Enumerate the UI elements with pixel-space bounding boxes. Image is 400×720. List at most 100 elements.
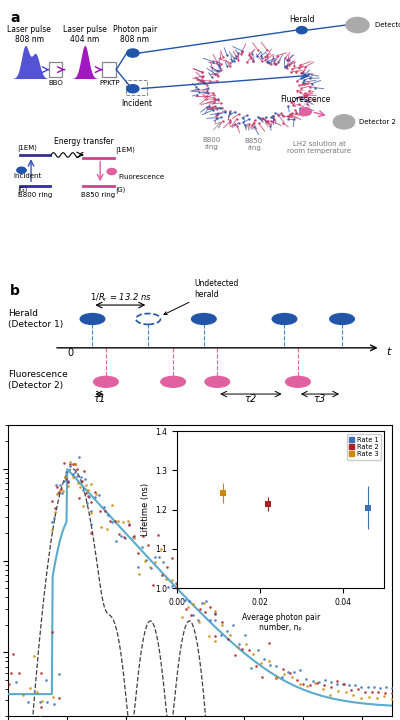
Point <box>134 561 141 572</box>
Point <box>312 677 318 688</box>
Point <box>202 606 208 618</box>
Text: $\tau$3: $\tau$3 <box>313 392 327 404</box>
Point <box>49 495 56 506</box>
Text: $1/R_\mathrm{r}$ = 13.2 ns: $1/R_\mathrm{r}$ = 13.2 ns <box>90 292 151 305</box>
Circle shape <box>127 85 139 93</box>
Point <box>246 644 252 655</box>
Point <box>316 676 322 688</box>
Point <box>71 467 78 478</box>
Point <box>358 692 364 703</box>
Point <box>140 530 146 541</box>
Point <box>42 675 49 686</box>
Point <box>341 678 348 690</box>
Point <box>96 490 102 501</box>
Point <box>273 660 279 672</box>
Point <box>160 557 167 568</box>
Point <box>85 484 91 495</box>
Point <box>173 577 180 588</box>
Point <box>230 619 236 631</box>
Point <box>100 501 107 513</box>
Point <box>207 600 213 612</box>
Text: B800 ring: B800 ring <box>18 192 52 198</box>
Point <box>102 505 108 517</box>
Point <box>104 523 110 535</box>
Point <box>297 664 304 675</box>
Point <box>382 687 388 698</box>
Point <box>207 615 214 626</box>
Point <box>218 629 224 641</box>
Point <box>178 562 184 574</box>
Point <box>67 456 74 467</box>
Point <box>212 608 218 620</box>
Point <box>346 679 352 690</box>
Point <box>97 505 104 516</box>
Point <box>52 507 58 518</box>
Point <box>286 667 293 678</box>
Circle shape <box>127 49 139 57</box>
Point <box>88 528 94 539</box>
Point <box>232 649 238 660</box>
Point <box>190 610 196 621</box>
Point <box>75 477 81 488</box>
Point <box>58 483 64 495</box>
Point <box>51 513 58 524</box>
Point <box>389 693 395 705</box>
Circle shape <box>107 168 116 174</box>
Text: |1EM⟩: |1EM⟩ <box>18 145 38 152</box>
Point <box>31 650 37 662</box>
Point <box>147 561 153 572</box>
Point <box>88 518 94 530</box>
Point <box>212 608 218 619</box>
Point <box>60 457 67 469</box>
Point <box>80 500 86 512</box>
Point <box>70 458 76 469</box>
Point <box>82 479 89 490</box>
Point <box>83 487 89 499</box>
FancyBboxPatch shape <box>50 62 62 77</box>
Point <box>389 682 395 693</box>
Point <box>63 473 69 485</box>
Point <box>174 581 180 593</box>
Point <box>281 668 287 680</box>
Point <box>381 690 388 701</box>
Text: |G⟩: |G⟩ <box>18 186 28 194</box>
Point <box>266 659 273 670</box>
Circle shape <box>330 313 354 325</box>
Point <box>321 679 327 690</box>
Point <box>72 458 78 469</box>
Point <box>184 601 191 613</box>
Point <box>25 696 31 708</box>
Point <box>126 518 132 530</box>
Point <box>118 531 124 542</box>
Point <box>314 677 320 688</box>
Point <box>106 515 113 526</box>
Point <box>188 609 194 621</box>
Point <box>163 573 170 585</box>
Point <box>235 641 241 652</box>
Point <box>65 475 72 487</box>
Point <box>88 505 94 517</box>
Point <box>194 614 201 626</box>
Point <box>352 679 358 690</box>
Point <box>239 643 245 654</box>
Point <box>364 681 371 693</box>
Point <box>147 562 154 573</box>
Text: Detector 2: Detector 2 <box>359 119 396 125</box>
Point <box>370 681 377 693</box>
Point <box>152 552 158 563</box>
Point <box>6 679 12 690</box>
Point <box>44 696 50 708</box>
Point <box>335 685 341 697</box>
Point <box>86 491 92 503</box>
Point <box>177 574 184 585</box>
Point <box>366 692 372 703</box>
Point <box>37 696 43 708</box>
Circle shape <box>333 114 355 129</box>
Point <box>156 551 162 562</box>
Point <box>279 671 285 683</box>
Point <box>76 492 83 504</box>
Point <box>81 465 87 477</box>
Point <box>67 458 74 469</box>
Point <box>72 458 78 469</box>
Point <box>78 475 85 487</box>
